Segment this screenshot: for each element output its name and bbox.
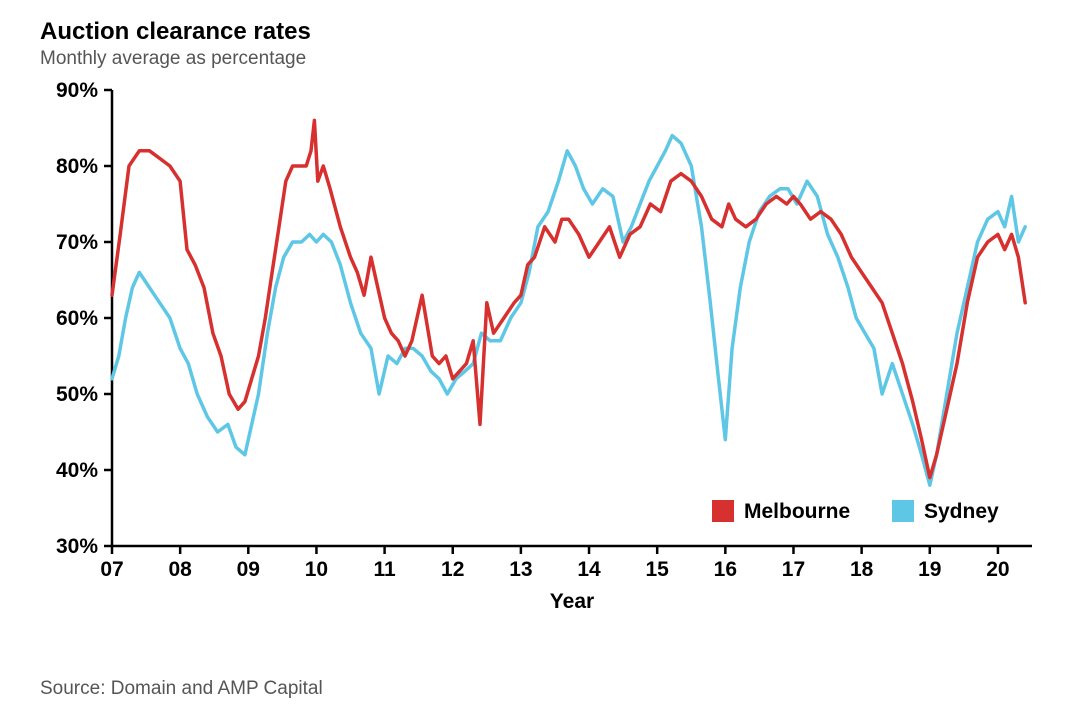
y-tick-label: 40% [56, 459, 98, 482]
y-tick-label: 60% [56, 307, 98, 330]
x-tick-label: 16 [714, 558, 737, 581]
chart-title: Auction clearance rates [40, 18, 311, 46]
series-sydney [112, 136, 1025, 486]
legend-swatch [892, 500, 914, 522]
y-tick-label: 50% [56, 383, 98, 406]
x-tick-label: 12 [441, 558, 464, 581]
x-tick-label: 20 [986, 558, 1009, 581]
x-tick-label: 14 [577, 558, 601, 581]
x-tick-label: 18 [850, 558, 874, 581]
y-tick-label: 30% [56, 535, 98, 558]
x-tick-label: 11 [373, 558, 396, 581]
series-melbourne [112, 120, 1025, 477]
y-tick-label: 70% [56, 231, 98, 254]
legend-label: Melbourne [744, 500, 850, 523]
x-tick-label: 13 [509, 558, 532, 581]
chart-subtitle: Monthly average as percentage [40, 48, 306, 70]
legend-swatch [712, 500, 734, 522]
x-tick-label: 17 [782, 558, 805, 581]
legend-label: Sydney [924, 500, 999, 523]
chart-container: 30% 40% 50% 60% 70% 80% 90% 07 08 09 10 11 12 13 14 15 1… [40, 80, 1050, 656]
x-tick-label: 09 [237, 558, 260, 581]
y-tick-label: 90% [56, 80, 98, 102]
chart-page: Auction clearance rates Monthly average … [0, 0, 1080, 716]
chart-source: Source: Domain and AMP Capital [40, 678, 323, 700]
x-tick-label: 15 [646, 558, 670, 581]
x-tick-label: 07 [100, 558, 123, 581]
x-axis-title: Year [550, 590, 594, 613]
x-tick-label: 08 [168, 558, 192, 581]
x-tick-label: 10 [305, 558, 328, 581]
line-chart: 30% 40% 50% 60% 70% 80% 90% 07 08 09 10 11 12 13 14 15 1… [40, 80, 1050, 656]
x-tick-label: 19 [918, 558, 941, 581]
y-tick-label: 80% [56, 155, 98, 178]
